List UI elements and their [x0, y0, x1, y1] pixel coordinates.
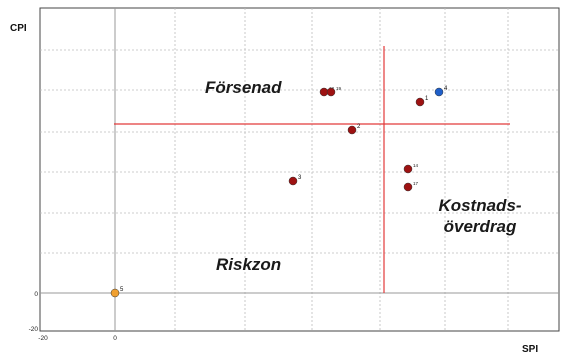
x-tick-label: -20 [38, 335, 48, 342]
reference-lines [114, 46, 510, 293]
data-point [403, 164, 413, 174]
data-point [288, 176, 298, 186]
point-label: 17 [413, 181, 419, 186]
tick-labels: -20 0 0 -20 [29, 291, 118, 342]
data-point [110, 288, 120, 298]
point-label: 2 [357, 124, 361, 130]
data-point [415, 97, 425, 107]
x-axis-title: SPI [522, 344, 538, 354]
point-label: 14 [413, 163, 419, 168]
y-axis-title: CPI [10, 23, 27, 34]
point-label: 19 [336, 86, 342, 91]
zone-label: överdrag [444, 217, 517, 236]
axis-lines [40, 8, 559, 331]
zone-label: Kostnads- [438, 196, 521, 215]
data-point [434, 87, 444, 97]
zone-label: Riskzon [216, 255, 281, 274]
data-points: 1234514171819 [110, 86, 448, 298]
point-label: 3 [298, 175, 302, 181]
zone-labels: Försenad Kostnads-överdrag Riskzon [205, 78, 522, 274]
plot-frame [39, 7, 560, 332]
point-label: 4 [444, 86, 448, 92]
point-label: 1 [425, 96, 429, 102]
data-point [326, 87, 336, 97]
grid-lines [40, 8, 559, 331]
point-label: 5 [120, 287, 124, 293]
data-point [347, 125, 357, 135]
x-tick-label: 0 [113, 335, 117, 342]
y-tick-label: -20 [29, 326, 39, 333]
y-tick-label: 0 [34, 291, 38, 298]
data-point [403, 182, 413, 192]
zone-label: Försenad [205, 78, 282, 97]
